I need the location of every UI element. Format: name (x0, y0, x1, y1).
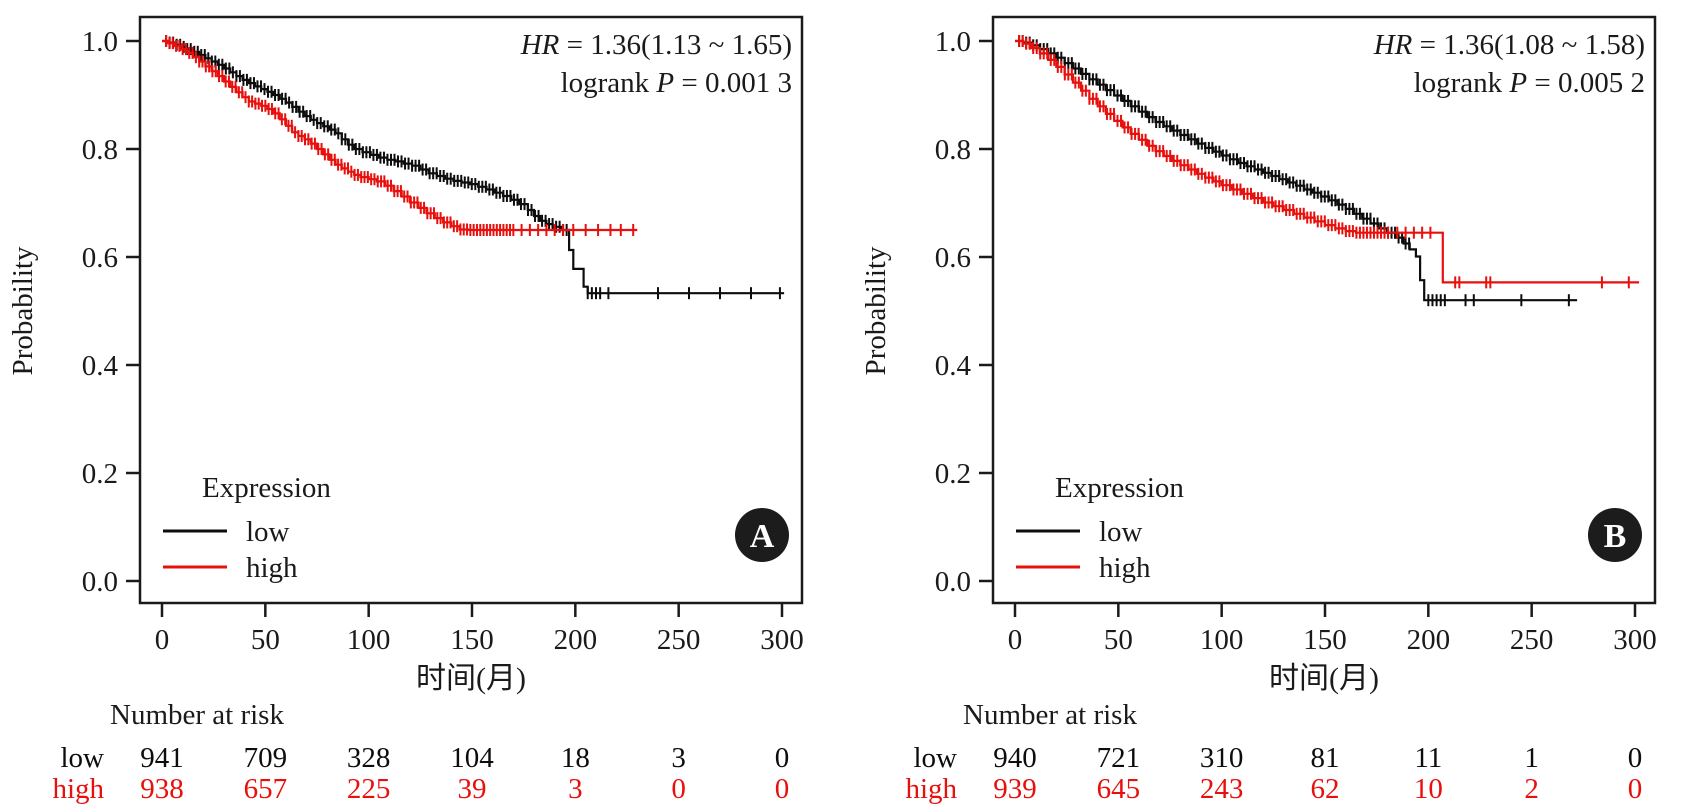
risk-value: 645 (1097, 773, 1141, 805)
x-tick-label: 200 (554, 624, 598, 656)
y-tick-label: 1.0 (935, 26, 971, 58)
legend-label-high: high (246, 552, 298, 584)
legend-label-low: low (246, 516, 290, 548)
risk-value: 328 (347, 742, 391, 774)
y-axis: 1.0 0.8 0.6 0.4 0.2 0.0 Probability (7, 26, 140, 598)
panel-badge-circle (1588, 508, 1642, 562)
x-tick-label: 50 (251, 624, 280, 656)
x-tick-label: 0 (155, 624, 170, 656)
x-tick-label: 250 (657, 624, 701, 656)
risk-value: 709 (244, 742, 288, 774)
legend: Expression low high (1016, 472, 1184, 584)
x-axis-title: 时间(月) (416, 662, 526, 695)
risk-value: 941 (140, 742, 184, 774)
y-tick-label: 0.4 (82, 350, 119, 382)
risk-value: 225 (347, 773, 391, 805)
risk-value: 81 (1311, 742, 1340, 774)
x-tick-label: 150 (1303, 624, 1347, 656)
y-tick-label: 0.6 (935, 242, 971, 274)
x-tick-label: 300 (760, 624, 804, 656)
x-axis: 0 50 100 150 200 250 300 时间(月) (155, 603, 804, 695)
x-tick-label: 200 (1407, 624, 1451, 656)
x-tick-label: 50 (1104, 624, 1133, 656)
y-tick-label: 0.2 (935, 458, 971, 490)
risk-value: 104 (450, 742, 494, 774)
risk-row-label-low: low (914, 742, 958, 774)
y-axis-title: Probability (860, 246, 892, 375)
x-tick-label: 100 (347, 624, 391, 656)
x-tick-label: 150 (450, 624, 494, 656)
hr-annotation: HR = 1.36(1.08 ~ 1.58) logrank P = 0.005 … (1373, 29, 1645, 99)
risk-value: 657 (244, 773, 288, 805)
risk-value: 0 (775, 773, 790, 805)
censor-marks-low (1018, 35, 1570, 307)
legend-label-high: high (1099, 552, 1151, 584)
hr-annotation: HR = 1.36(1.13 ~ 1.65) logrank P = 0.001 … (520, 29, 792, 99)
panel-badge: A (735, 508, 789, 562)
risk-value: 939 (993, 773, 1037, 805)
legend-label-low: low (1099, 516, 1143, 548)
risk-value: 243 (1200, 773, 1244, 805)
risk-row-label-high: high (905, 773, 957, 805)
x-axis-title: 时间(月) (1269, 662, 1379, 695)
y-tick-label: 0.4 (935, 350, 972, 382)
risk-value: 0 (1628, 773, 1643, 805)
risk-value: 940 (993, 742, 1037, 774)
hr-line: HR = 1.36(1.13 ~ 1.65) (520, 29, 792, 61)
risk-table-header: Number at risk (963, 699, 1137, 731)
panel-badge-circle (735, 508, 789, 562)
legend-title: Expression (1055, 472, 1184, 504)
risk-value: 39 (458, 773, 487, 805)
y-tick-label: 0.6 (82, 242, 118, 274)
risk-value: 0 (1628, 742, 1643, 774)
legend-title: Expression (202, 472, 331, 504)
panel-badge-letter: B (1604, 518, 1627, 555)
plot-box (991, 15, 1657, 605)
risk-value: 0 (775, 742, 790, 774)
y-tick-label: 0.8 (935, 134, 971, 166)
plot-box (138, 15, 804, 605)
legend: Expression low high (163, 472, 331, 584)
risk-value: 11 (1414, 742, 1442, 774)
censor-marks-high (1018, 35, 1630, 289)
risk-table-header: Number at risk (110, 699, 284, 731)
risk-value: 18 (561, 742, 590, 774)
hr-line: HR = 1.36(1.08 ~ 1.58) (1373, 29, 1645, 61)
censor-marks-low (165, 35, 781, 300)
risk-value: 938 (140, 773, 184, 805)
y-axis-title: Probability (7, 246, 39, 375)
risk-row-label-high: high (52, 773, 104, 805)
risk-value: 0 (671, 773, 686, 805)
x-tick-label: 250 (1510, 624, 1554, 656)
y-tick-label: 0.8 (82, 134, 118, 166)
x-tick-label: 300 (1613, 624, 1657, 656)
risk-value: 3 (568, 773, 583, 805)
logrank-line: logrank P = 0.001 3 (561, 67, 792, 99)
km-panel-a: 1.0 0.8 0.6 0.4 0.2 0.0 Probability 0 50 100 150 20… (7, 15, 804, 805)
y-axis: 1.0 0.8 0.6 0.4 0.2 0.0 Probability (860, 26, 993, 598)
y-tick-label: 0.2 (82, 458, 118, 490)
x-axis: 0 50 100 150 200 250 300 时间(月) (1008, 603, 1657, 695)
y-tick-label: 0.0 (82, 566, 118, 598)
x-tick-label: 0 (1008, 624, 1023, 656)
risk-value: 721 (1097, 742, 1141, 774)
risk-value: 1 (1524, 742, 1539, 774)
risk-row-label-low: low (61, 742, 105, 774)
risk-value: 3 (671, 742, 686, 774)
x-tick-label: 100 (1200, 624, 1244, 656)
logrank-line: logrank P = 0.005 2 (1414, 67, 1645, 99)
censor-marks-high (165, 35, 635, 236)
y-tick-label: 0.0 (935, 566, 971, 598)
panel-badge-letter: A (750, 518, 775, 555)
y-tick-label: 1.0 (82, 26, 118, 58)
panel-badge: B (1588, 508, 1642, 562)
risk-value: 10 (1414, 773, 1443, 805)
risk-value: 62 (1311, 773, 1340, 805)
risk-value: 310 (1200, 742, 1244, 774)
risk-value: 2 (1524, 773, 1539, 805)
